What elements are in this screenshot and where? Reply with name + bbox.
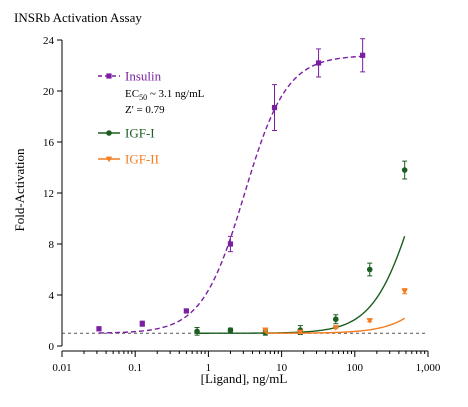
y-axis-title: Fold-Activation	[12, 148, 27, 232]
data-point	[227, 327, 234, 333]
y-tick-label: 8	[49, 239, 55, 251]
zprime-annotation: Z' = 0.79	[125, 104, 165, 116]
data-point	[227, 241, 234, 247]
x-tick-label: 0.1	[128, 362, 142, 374]
fit-curve	[197, 236, 406, 334]
data-point	[332, 325, 339, 331]
fit-curve	[265, 317, 406, 334]
x-axis-title: [Ligand], ng/mL	[201, 371, 288, 386]
data-point	[105, 156, 113, 163]
legend-label: IGF-II	[125, 152, 159, 167]
data-point	[401, 167, 408, 173]
data-point	[401, 288, 408, 295]
y-tick-label: 12	[43, 188, 54, 200]
fit-curve	[98, 55, 363, 334]
data-point	[366, 266, 373, 273]
y-tick-label: 20	[43, 86, 55, 98]
x-tick-label: 100	[347, 362, 364, 374]
data-point	[96, 326, 102, 332]
x-tick-label: 10	[276, 362, 288, 374]
x-tick-label: 1,000	[416, 362, 441, 374]
y-tick-label: 0	[49, 341, 55, 353]
data-point	[139, 321, 145, 327]
data-point	[262, 327, 269, 334]
data-point	[106, 130, 112, 136]
data-point	[315, 60, 322, 66]
data-point	[332, 316, 339, 323]
legend: Insulin IGF-I IGF-II EC50 ~ 3.1 ng/mL Z' = 0…	[98, 69, 205, 167]
chart-title: INSRb Activation Assay	[14, 10, 142, 25]
data-point	[366, 318, 373, 324]
y-tick-label: 24	[43, 35, 55, 47]
data-point	[271, 104, 278, 111]
y-tick-label: 16	[43, 137, 55, 149]
x-tick-label: 1	[206, 362, 212, 374]
plot-area: 0 4 8 12 16 20 24 0.01 0.1 1 10 100 1,000	[43, 35, 441, 374]
data-point	[183, 308, 189, 314]
data-point	[360, 52, 366, 58]
data-point	[297, 329, 304, 336]
legend-label: IGF-I	[125, 126, 155, 141]
ec50-annotation: EC50 ~ 3.1 ng/mL	[125, 88, 205, 102]
x-tick-label: 0.01	[52, 362, 71, 374]
legend-label: Insulin	[125, 69, 162, 84]
y-tick-label: 4	[49, 290, 55, 302]
data-point	[194, 328, 200, 335]
data-point	[106, 73, 112, 79]
